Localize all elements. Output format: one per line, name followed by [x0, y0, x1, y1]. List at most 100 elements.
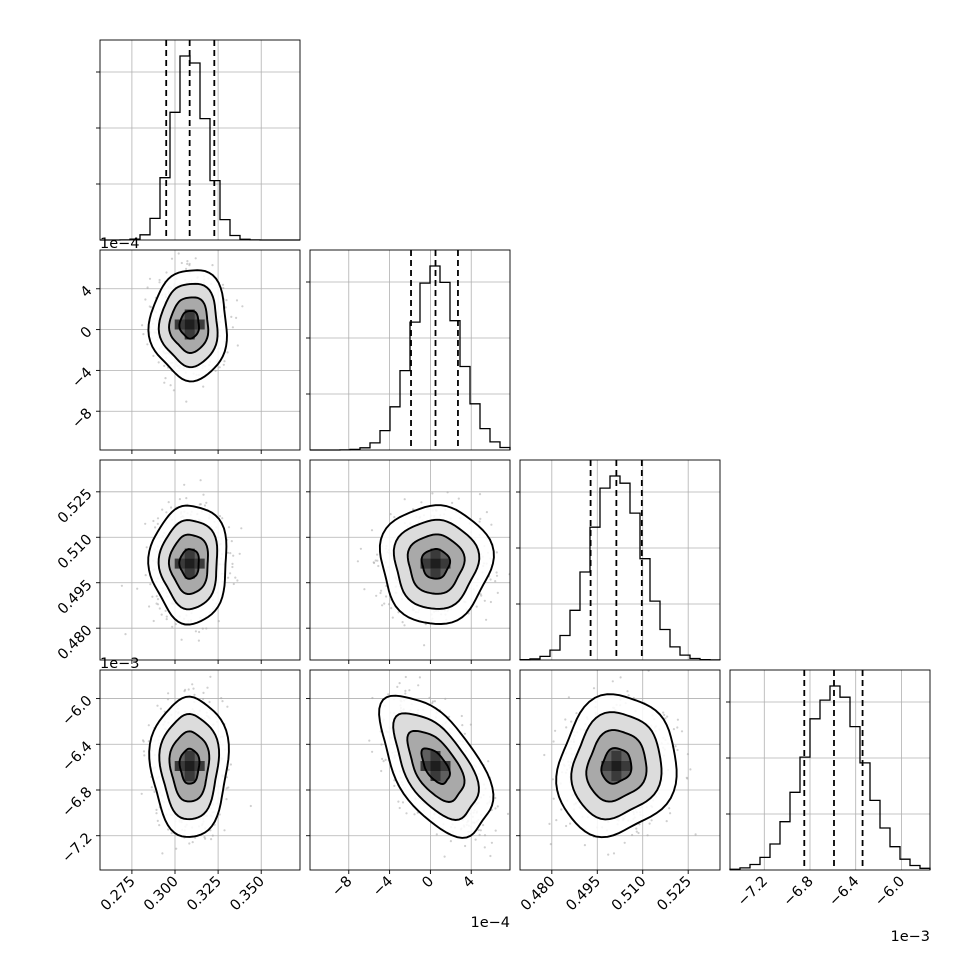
scatter-point: [188, 842, 191, 845]
contour-line-3: [178, 747, 201, 785]
density-core: [184, 309, 195, 320]
scatter-point: [223, 829, 226, 832]
scatter-point: [226, 551, 230, 554]
scatter-point: [221, 283, 225, 286]
scatter-point: [401, 621, 404, 624]
scatter-point: [142, 333, 145, 336]
scatter-point: [165, 618, 168, 621]
scatter-point: [174, 623, 177, 626]
scatter-point: [167, 501, 170, 504]
scatter-point: [209, 675, 212, 678]
scatter-point: [150, 786, 153, 789]
scatter-point: [477, 828, 480, 832]
scatter-point: [202, 697, 205, 701]
scatter-point: [156, 517, 160, 520]
scatter-point: [460, 714, 463, 718]
scatter-point: [218, 515, 222, 518]
scatter-point: [211, 264, 214, 267]
scatter-point: [158, 824, 161, 827]
scatter-point: [385, 595, 388, 598]
scatter-point: [151, 595, 154, 598]
scatter-point: [638, 823, 641, 826]
histogram-step: [310, 265, 511, 451]
scatter-point: [231, 326, 234, 329]
scatter-point: [390, 607, 393, 610]
scatter-point: [478, 493, 482, 496]
histogram-step: [100, 55, 300, 241]
scatter-point: [478, 833, 481, 837]
scatter-point: [178, 498, 181, 501]
scatter-point: [225, 299, 228, 302]
scatter-point: [221, 517, 224, 520]
scatter-point: [676, 718, 680, 721]
panel-frame: [99, 249, 301, 451]
scatter-point: [175, 847, 178, 850]
scatter-point: [156, 598, 160, 601]
panel-frame: [99, 669, 301, 871]
scatter-point: [193, 693, 196, 696]
density-core: [430, 751, 441, 761]
scatter-point: [417, 684, 420, 687]
scatter-point: [494, 807, 497, 810]
scatter-point: [365, 655, 367, 657]
scatter-point: [167, 828, 170, 831]
scatter-point: [202, 385, 205, 388]
scatter-point: [148, 605, 151, 608]
scatter-point: [141, 324, 144, 327]
scatter-point: [383, 602, 386, 605]
scatter-point: [413, 813, 416, 816]
scatter-point: [231, 565, 234, 569]
scatter-point: [479, 517, 482, 521]
scatter-point: [177, 252, 180, 255]
scatter-point: [142, 750, 146, 753]
scatter-point: [669, 812, 672, 815]
scatter-point: [198, 503, 201, 506]
scatter-point: [159, 707, 162, 710]
scatter-point: [202, 493, 205, 496]
scatter-point: [161, 852, 164, 855]
scatter-point: [158, 278, 161, 282]
scatter-point: [238, 552, 241, 555]
scatter-point: [612, 852, 616, 855]
histogram-step: [519, 475, 721, 661]
scatter-point: [376, 559, 379, 562]
scatter-point: [214, 369, 217, 372]
contour-line-3: [178, 548, 200, 580]
scatter-point: [165, 615, 168, 618]
panel-content: [310, 655, 510, 870]
hist-panel-p0: [96, 39, 301, 241]
scatter-point: [144, 574, 147, 577]
scatter-point: [148, 277, 152, 280]
scatter-point: [443, 855, 446, 858]
scatter-panel-p2-p3: [516, 669, 721, 874]
density-core: [184, 548, 195, 559]
scatter-panel-p0-p3: [96, 669, 301, 874]
scatter-point: [152, 619, 155, 623]
scatter-point: [183, 483, 186, 486]
density-core: [184, 771, 195, 781]
contour-line-2: [168, 730, 211, 803]
scatter-point: [156, 603, 160, 606]
density-core: [184, 761, 195, 771]
scatter-point: [217, 620, 220, 623]
scatter-point: [359, 547, 362, 550]
scatter-point: [158, 607, 161, 610]
scatter-point: [423, 644, 426, 647]
scatter-panel-p0-p1: [96, 249, 301, 454]
scatter-point: [375, 594, 378, 597]
panel-frame: [99, 459, 301, 661]
scatter-point: [231, 562, 234, 566]
contour-line-1: [157, 282, 219, 369]
scatter-point: [431, 702, 434, 705]
density-core: [430, 548, 441, 559]
scatter-point: [141, 739, 145, 742]
scatter-point: [496, 591, 499, 595]
scatter-point: [167, 692, 170, 695]
contour-line-3: [420, 548, 452, 580]
scatter-point: [192, 687, 195, 690]
scatter-point: [143, 754, 146, 757]
scatter-point: [405, 812, 408, 815]
scatter-point: [185, 267, 188, 270]
scatter-point: [146, 286, 149, 289]
scatter-point: [480, 594, 483, 597]
